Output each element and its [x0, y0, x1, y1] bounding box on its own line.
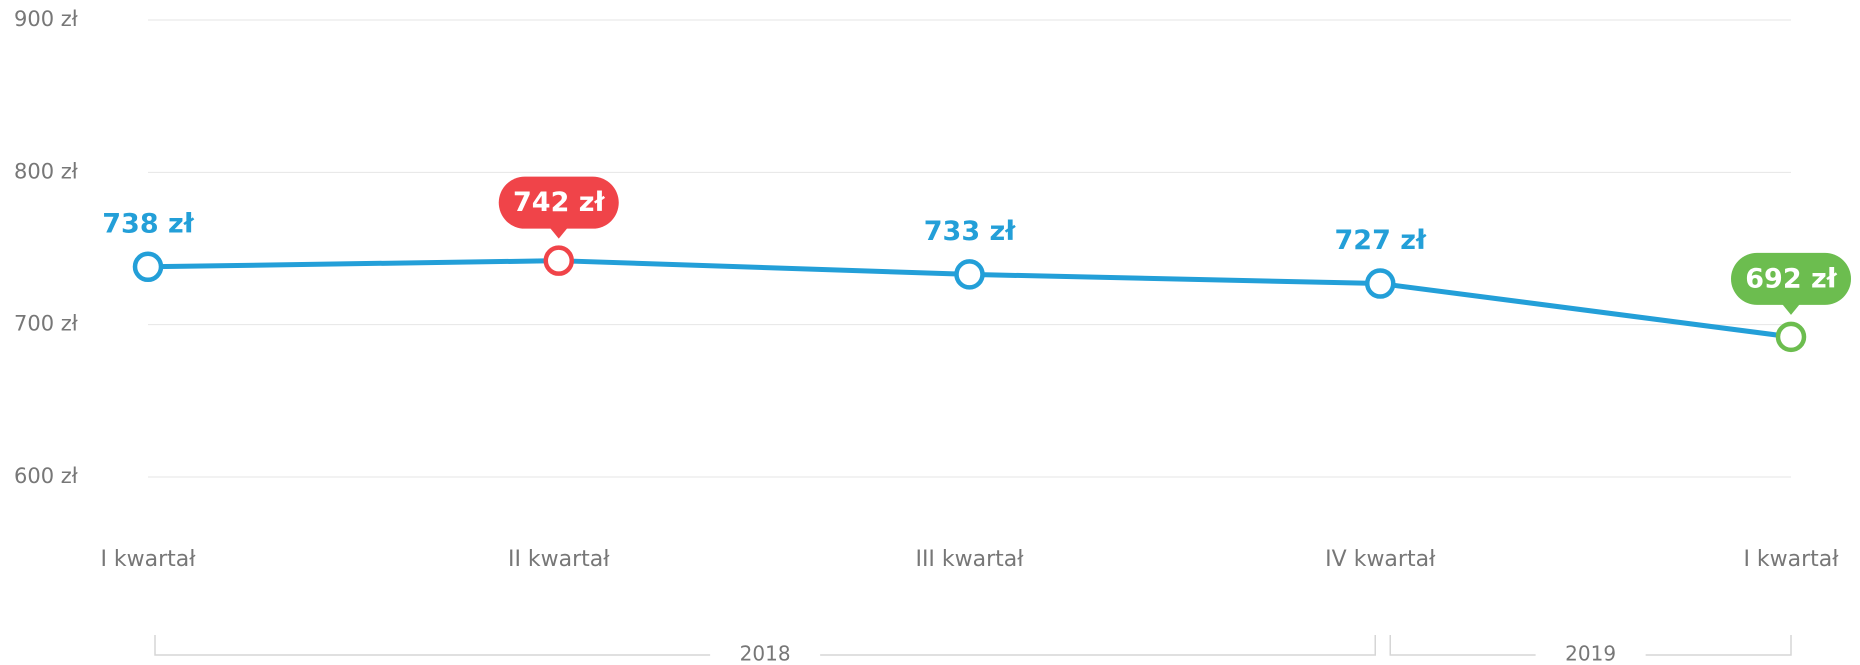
point	[543, 245, 574, 276]
point	[1775, 321, 1807, 353]
y-tick-label: 700 zł	[14, 312, 78, 336]
point	[1365, 268, 1396, 299]
value-label: 733 zł	[924, 216, 1016, 247]
x-tick-label: I kwartał	[1743, 547, 1839, 572]
label-bubble	[498, 176, 619, 229]
group-label: 2018	[740, 642, 791, 665]
y-tick-label: 900 zł	[14, 7, 78, 31]
x-tick-label: IV kwartał	[1325, 547, 1436, 572]
x-tick-label: I kwartał	[100, 547, 196, 572]
value-label: 738 zł	[102, 208, 194, 239]
x-tick-label: III kwartał	[915, 547, 1024, 572]
y-tick-label: 600 zł	[14, 464, 78, 488]
group-bracket	[1389, 635, 1792, 656]
x-tick-label: II kwartał	[508, 547, 610, 572]
value-label: 742 zł	[513, 187, 605, 218]
value-label: 692 zł	[1745, 263, 1837, 294]
point	[132, 251, 164, 283]
value-label: 727 zł	[1335, 225, 1427, 256]
group-label: 2019	[1565, 642, 1616, 665]
point	[954, 259, 985, 290]
label-pointer	[1782, 303, 1800, 315]
label-pointer	[549, 227, 568, 239]
group-bracket	[154, 635, 1376, 656]
label-bubble	[1731, 252, 1851, 305]
y-tick-label: 800 zł	[14, 159, 78, 183]
